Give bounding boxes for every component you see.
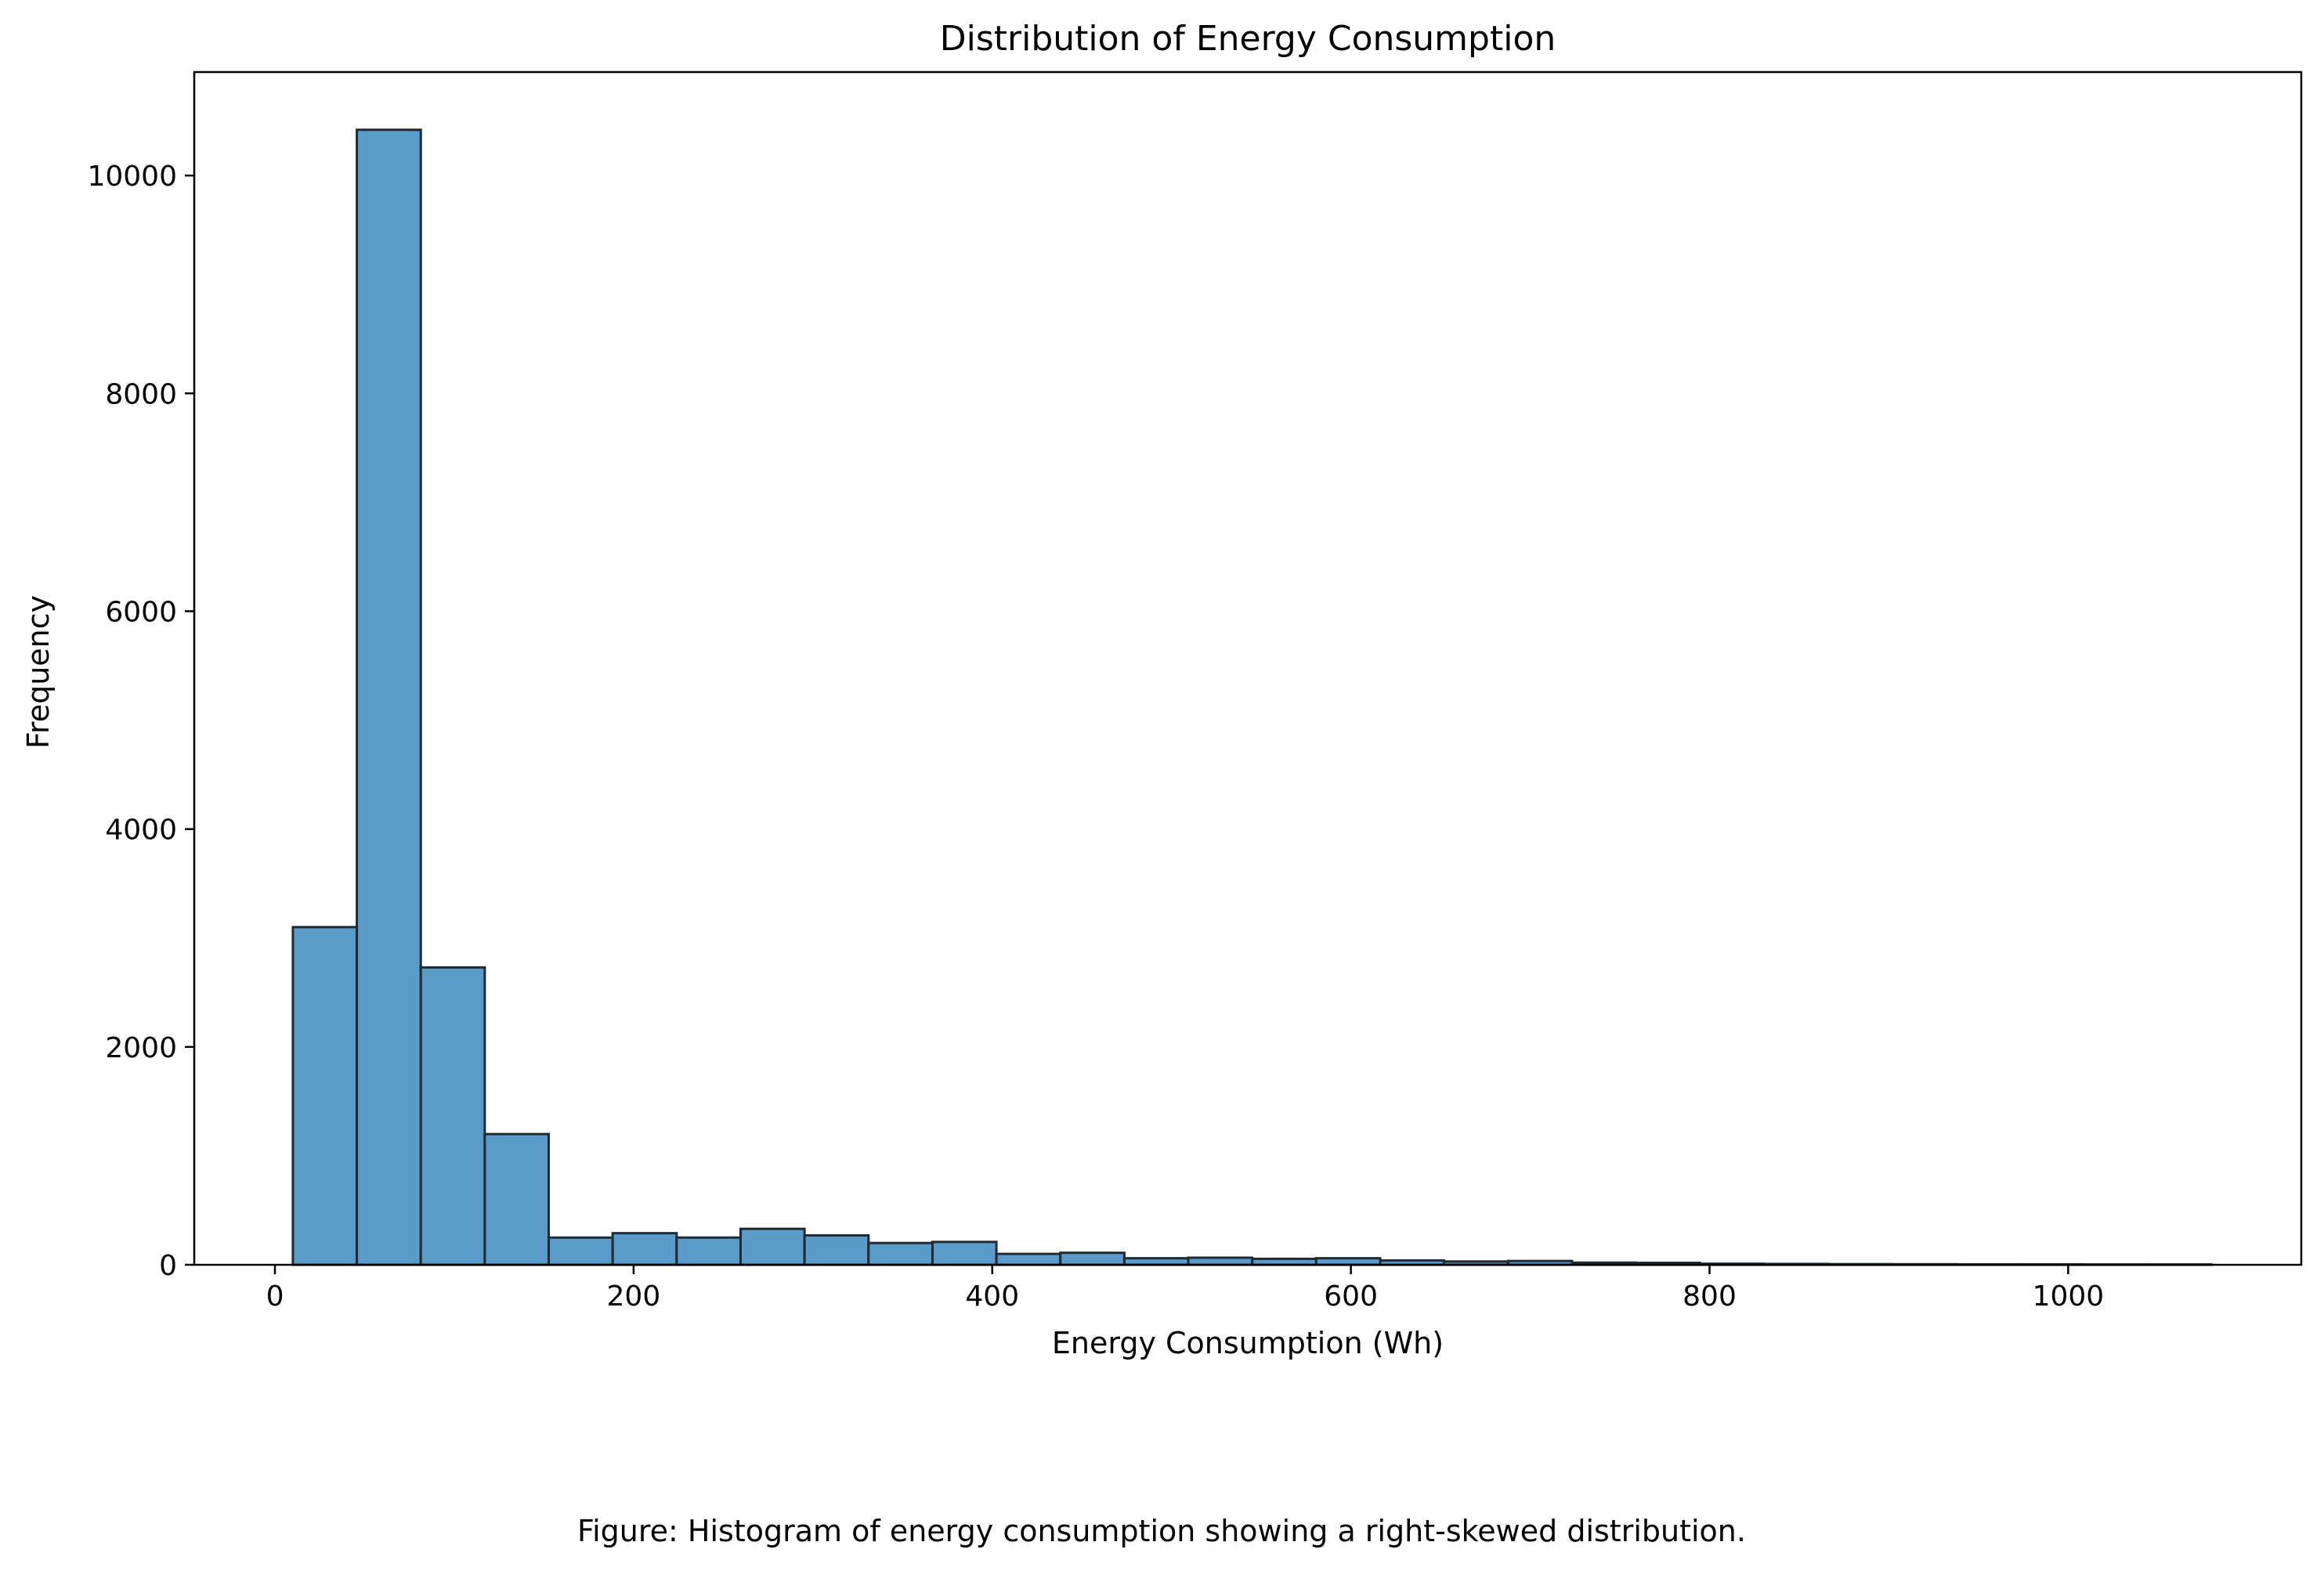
histogram-bar — [931, 1241, 998, 1266]
histogram-bar — [995, 1252, 1062, 1266]
plot-frame — [193, 70, 2303, 1266]
y-tick-label: 10000 — [87, 161, 177, 193]
y-axis-ticks: 0 2000 4000 6000 8000 10000 — [87, 161, 194, 1282]
histogram-bar — [483, 1132, 551, 1266]
y-tick-label: 6000 — [105, 596, 177, 628]
y-tick-label: 8000 — [105, 378, 177, 410]
histogram-bar — [548, 1236, 614, 1266]
y-tick-label: 2000 — [105, 1032, 177, 1064]
histogram-bar — [419, 966, 486, 1266]
histogram-bar — [1314, 1257, 1382, 1266]
y-axis-label: Frequency — [21, 595, 56, 749]
histogram-bar — [1059, 1251, 1126, 1266]
x-tick-label: 1000 — [2033, 1280, 2105, 1313]
histogram-bar — [291, 926, 359, 1266]
y-tick-label: 4000 — [105, 814, 177, 847]
x-tick-label: 0 — [266, 1280, 284, 1313]
histogram-bar — [1187, 1256, 1254, 1266]
histogram-bar — [675, 1236, 742, 1266]
histogram-bar — [611, 1232, 678, 1266]
x-axis-ticks: 0 200 400 600 800 1000 — [266, 1265, 2105, 1313]
x-tick-label: 600 — [1324, 1280, 1378, 1313]
x-tick-label: 200 — [607, 1280, 661, 1313]
histogram-bar — [739, 1227, 806, 1266]
chart-title: Distribution of Energy Consumption — [940, 19, 1556, 59]
x-axis-label: Energy Consumption (Wh) — [1052, 1326, 1444, 1360]
histogram-bar — [1122, 1257, 1190, 1266]
histogram-bar — [803, 1233, 870, 1266]
figure-caption: Figure: Histogram of energy consumption … — [577, 1514, 1746, 1548]
x-tick-label: 400 — [965, 1280, 1019, 1313]
y-tick-label: 0 — [159, 1250, 177, 1282]
histogram-bar — [356, 128, 422, 1266]
histogram-bar — [867, 1241, 934, 1266]
x-tick-label: 800 — [1682, 1280, 1737, 1313]
histogram-bars — [291, 128, 2214, 1266]
